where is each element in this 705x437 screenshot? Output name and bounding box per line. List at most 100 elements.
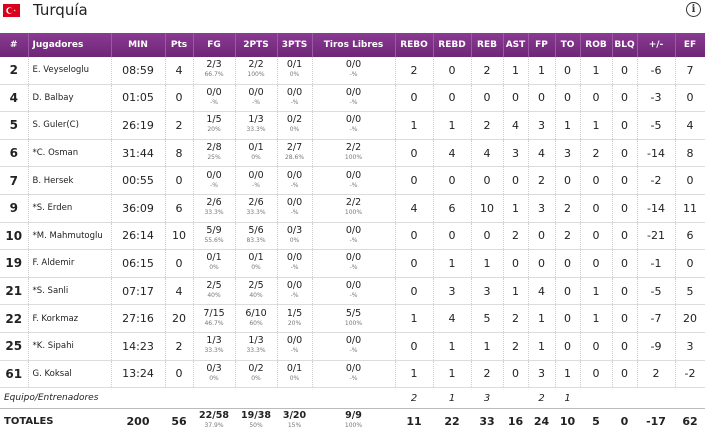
totals-fp: 24 bbox=[528, 408, 555, 434]
table-row[interactable]: 4 D. Balbay 01:05 0 0/0 -% 0/0 -% 0/0 -% 0/0 -% 0 0 0 0… bbox=[0, 84, 705, 113]
player-rebd: 0 bbox=[433, 222, 472, 251]
col-header-fp[interactable]: FP bbox=[528, 33, 556, 57]
player-free-throws-made: 0/0 bbox=[345, 252, 362, 264]
player-fg-pct: 0% bbox=[209, 264, 219, 272]
player-name[interactable]: E. Veyseloglu bbox=[28, 57, 112, 85]
player-name[interactable]: F. Korkmaz bbox=[28, 304, 112, 333]
player-free-throws: 0/0 -% bbox=[312, 57, 396, 85]
player-fg-made: 2/5 bbox=[206, 280, 222, 292]
player-name[interactable]: *C. Osman bbox=[28, 139, 112, 168]
col-header-rob[interactable]: ROB bbox=[580, 33, 613, 57]
player-name[interactable]: B. Hersek bbox=[28, 166, 112, 195]
col-header-fg[interactable]: FG bbox=[193, 33, 236, 57]
col-header-blq[interactable]: BLQ bbox=[612, 33, 638, 57]
info-icon[interactable]: i bbox=[686, 2, 701, 17]
player-ef: -2 bbox=[675, 360, 705, 389]
player-fp: 4 bbox=[528, 277, 556, 306]
table-row[interactable]: 6 *C. Osman 31:44 8 2/8 25% 0/1 0% 2/7 28.6% 2/2 10… bbox=[0, 139, 705, 168]
player-2pts-made: 0/0 bbox=[248, 169, 264, 181]
player-name[interactable]: *S. Sanli bbox=[28, 277, 112, 306]
col-header-2pts[interactable]: 2PTS bbox=[235, 33, 278, 57]
col-header-free-throws[interactable]: Tiros Libres bbox=[312, 33, 396, 57]
player-name[interactable]: F. Aldemir bbox=[28, 249, 112, 278]
player-name[interactable]: *S. Erden bbox=[28, 194, 112, 223]
table-row[interactable]: 21 *S. Sanli 07:17 4 2/5 40% 2/5 40% 0/0 -% 0/0 -% 0… bbox=[0, 277, 705, 306]
box-score-table: # Jugadores MIN Pts FG 2PTS 3PTS Tiros L… bbox=[0, 33, 705, 434]
totals-rebd: 22 bbox=[433, 408, 471, 434]
player-3pts-made: 0/0 bbox=[286, 197, 303, 209]
player-2pts-pct: 33.3% bbox=[246, 347, 266, 355]
player-2pts: 0/1 0% bbox=[235, 249, 278, 278]
player-reb: 1 bbox=[471, 249, 504, 278]
table-row[interactable]: 25 *K. Sipahi 14:23 2 1/3 33.3% 1/3 33.3% 0/0 -% 0… bbox=[0, 332, 705, 361]
player-2pts: 0/1 0% bbox=[235, 139, 278, 168]
player-name[interactable]: *K. Sipahi bbox=[28, 332, 112, 361]
player-rebo: 0 bbox=[395, 166, 434, 195]
player-to: 2 bbox=[555, 222, 581, 251]
player-blq: 0 bbox=[612, 304, 638, 333]
player-3pts-made: 0/0 bbox=[286, 86, 303, 98]
player-free-throws-pct: -% bbox=[349, 126, 358, 134]
col-header-pts[interactable]: Pts bbox=[165, 33, 194, 57]
player-name[interactable]: *M. Mahmutoglu bbox=[28, 222, 112, 251]
player-free-throws: 2/2 100% bbox=[312, 194, 396, 223]
player-number: 5 bbox=[0, 111, 29, 140]
player-3pts-made: 2/7 bbox=[286, 142, 303, 154]
player-2pts: 1/3 33.3% bbox=[235, 332, 278, 361]
table-row[interactable]: 9 *S. Erden 36:09 6 2/6 33.3% 2/6 33.3% 0/0 -% 2/2… bbox=[0, 194, 705, 223]
player-ast: 1 bbox=[503, 277, 529, 306]
player-ef: 5 bbox=[675, 277, 705, 306]
col-header-ef[interactable]: EF bbox=[675, 33, 705, 57]
player-pts: 2 bbox=[165, 332, 194, 361]
col-header-rebd[interactable]: REBD bbox=[433, 33, 472, 57]
player-rebd: 1 bbox=[433, 111, 472, 140]
totals-ast: 16 bbox=[503, 408, 528, 434]
player-free-throws: 0/0 -% bbox=[312, 249, 396, 278]
player-free-throws-made: 0/0 bbox=[345, 362, 362, 374]
player-2pts-made: 0/0 bbox=[248, 86, 264, 98]
table-row[interactable]: 10 *M. Mahmutoglu 26:14 10 5/9 55.6% 5/6 83.3% 0… bbox=[0, 222, 705, 251]
col-header-to[interactable]: TO bbox=[555, 33, 581, 57]
player-3pts: 0/0 -% bbox=[277, 277, 313, 306]
col-header-3pts[interactable]: 3PTS bbox=[277, 33, 313, 57]
player-rebo: 1 bbox=[395, 360, 434, 389]
player-plus-minus: -1 bbox=[637, 249, 676, 278]
player-2pts-made: 0/1 bbox=[248, 142, 264, 154]
table-row[interactable]: 61 G. Koksal 13:24 0 0/3 0% 0/2 0% 0/1 0% 0/0 -% 1 1 2… bbox=[0, 360, 705, 389]
player-ef: 4 bbox=[675, 111, 705, 140]
player-2pts: 1/3 33.3% bbox=[235, 111, 278, 140]
player-to: 0 bbox=[555, 304, 581, 333]
totals-label: TOTALES bbox=[0, 408, 111, 434]
col-header-plus-minus[interactable]: +/- bbox=[637, 33, 676, 57]
player-pts: 0 bbox=[165, 84, 194, 113]
col-header-reb[interactable]: REB bbox=[471, 33, 504, 57]
table-row[interactable]: 5 S. Guler(C) 26:19 2 1/5 20% 1/3 33.3% 0/2 0% 0/0… bbox=[0, 111, 705, 140]
player-2pts-made: 2/2 bbox=[248, 59, 264, 71]
player-plus-minus: -3 bbox=[637, 84, 676, 113]
table-row[interactable]: 7 B. Hersek 00:55 0 0/0 -% 0/0 -% 0/0 -% 0/0 -% 0 0 0 0… bbox=[0, 166, 705, 195]
col-header-players[interactable]: Jugadores bbox=[28, 33, 112, 57]
table-row[interactable]: 19 F. Aldemir 06:15 0 0/1 0% 0/1 0% 0/0 -% 0/0 -% 0 1… bbox=[0, 249, 705, 278]
table-row[interactable]: 2 E. Veyseloglu 08:59 4 2/3 66.7% 2/2 100% 0/1 0%… bbox=[0, 57, 705, 85]
player-name[interactable]: D. Balbay bbox=[28, 84, 112, 113]
player-2pts-made: 2/6 bbox=[248, 197, 264, 209]
player-name[interactable]: S. Guler(C) bbox=[28, 111, 112, 140]
player-free-throws-made: 0/0 bbox=[345, 86, 362, 98]
player-min: 26:19 bbox=[111, 111, 166, 140]
player-fp: 0 bbox=[528, 222, 556, 251]
col-header-rebo[interactable]: REBO bbox=[395, 33, 434, 57]
player-2pts-made: 2/5 bbox=[248, 280, 264, 292]
col-header-number[interactable]: # bbox=[0, 33, 29, 57]
player-number: 7 bbox=[0, 166, 29, 195]
player-blq: 0 bbox=[612, 57, 638, 85]
col-header-ast[interactable]: AST bbox=[503, 33, 529, 57]
totals-fg-made: 22/58 bbox=[199, 410, 229, 422]
table-row[interactable]: 22 F. Korkmaz 27:16 20 7/15 46.7% 6/10 60% 1/5 20… bbox=[0, 304, 705, 333]
player-2pts-pct: 33.3% bbox=[246, 209, 266, 217]
player-rebo: 1 bbox=[395, 304, 434, 333]
player-3pts: 0/1 0% bbox=[277, 57, 313, 85]
player-free-throws-pct: -% bbox=[349, 347, 358, 355]
player-fg: 2/5 40% bbox=[193, 277, 236, 306]
col-header-min[interactable]: MIN bbox=[111, 33, 166, 57]
player-name[interactable]: G. Koksal bbox=[28, 360, 112, 389]
